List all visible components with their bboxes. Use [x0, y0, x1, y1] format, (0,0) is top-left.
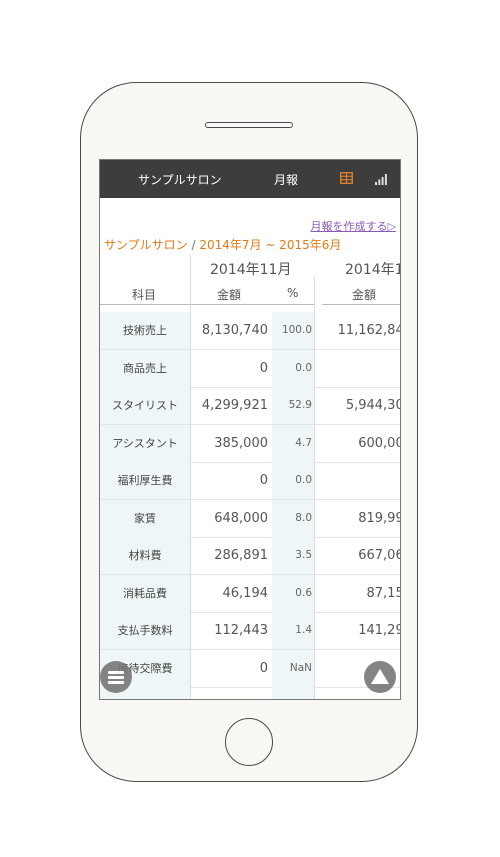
table-row: 福利厚生費 0 0.0 0 [100, 462, 400, 500]
table-row: 家賃 648,000 8.0 819,990 [100, 499, 400, 538]
amount-cell: 112,443 [214, 623, 268, 638]
percent-cell: 3.5 [295, 549, 312, 561]
item-column-header: 科目 [132, 288, 157, 302]
percent-cell-bg [272, 687, 314, 699]
percent-cell: 100.0 [281, 324, 312, 336]
amount-cell: 8,130,740 [201, 323, 268, 338]
amount-cell-2: 11,162,844 [337, 323, 400, 338]
percent-cell-bg [272, 349, 314, 387]
amount-cell: 286,891 [214, 548, 268, 563]
percent-cell: 0.0 [295, 474, 312, 486]
percent-cell-bg [272, 312, 314, 349]
amount-cell: 385,000 [214, 435, 268, 451]
table-row: スタイリスト 4,299,921 52.9 5,944,308 [100, 387, 400, 425]
table-row: 消耗品費 46,194 0.6 87,152 [100, 574, 401, 613]
amount-cell: 0 [259, 473, 268, 488]
scroll-top-button[interactable] [364, 661, 396, 693]
amount-cell: 648,000 [214, 510, 268, 526]
percent-cell-bg [272, 612, 314, 649]
percent-cell: NaN [289, 661, 312, 674]
period-separator: / [187, 238, 200, 252]
percent-cell-bg [272, 649, 314, 687]
percent-column-header: % [287, 286, 299, 300]
row-label: 支払手数料 [100, 612, 190, 649]
row-label: アシスタント [100, 424, 190, 462]
row-label: 家賃 [100, 499, 190, 537]
percent-cell: 0.0 [295, 361, 312, 374]
salon-name: サンプルサロン [138, 173, 222, 187]
column-divider [190, 255, 191, 699]
header-divider [100, 304, 314, 305]
percent-cell-bg [272, 537, 314, 574]
table-row: 接待交際費0NaN0 [100, 649, 400, 688]
create-report-link[interactable]: 月報を作成する▷ [310, 220, 396, 233]
percent-cell-bg [272, 424, 314, 462]
period-range: 2014年7月 ~ 2015年6月 [199, 238, 342, 252]
row-label: 福利厚生費 [100, 462, 190, 499]
grid-icon[interactable] [340, 172, 353, 184]
row-label: 消耗品費 [100, 574, 190, 612]
table-row: 商品売上 0 0.0 0 [100, 349, 400, 388]
table-row: 支払手数料 112,443 1.4 141,290 [100, 612, 400, 650]
amount-column-header: 金額 [217, 288, 242, 302]
percent-cell-bg [272, 387, 314, 424]
row-label: 技術売上 [100, 312, 190, 349]
percent-cell-bg [272, 574, 314, 612]
bar-chart-icon[interactable] [375, 174, 387, 185]
row-label: スタイリスト [100, 387, 190, 424]
amount-cell-2: 667,062 [358, 548, 400, 563]
month-header-2: 2014年1 [345, 262, 400, 278]
table-row: 材料費 286,891 3.5 667,062 [100, 537, 400, 575]
amount-cell-2: 0 [322, 462, 400, 499]
top-bar: サンプルサロン 月報 [100, 160, 400, 198]
table-row: アシスタント 385,000 4.7 600,000 [100, 424, 400, 463]
amount-cell-2: 0 [322, 350, 400, 387]
amount-cell-2: 87,152 [366, 585, 401, 601]
amount-cell-2: 5,944,308 [345, 398, 400, 413]
period-heading: サンプルサロン / 2014年7月 ~ 2015年6月 [104, 236, 341, 253]
percent-cell: 8.0 [295, 511, 312, 524]
table-row: 技術売上 8,130,740 100.0 11,162,844 [100, 312, 400, 350]
percent-cell: 1.5 [270, 687, 312, 699]
percent-cell: 1.4 [295, 624, 312, 636]
month-header-1: 2014年11月 [210, 262, 292, 278]
percent-cell-bg [272, 462, 314, 499]
column-divider [314, 277, 315, 699]
percent-cell: 4.7 [295, 436, 312, 449]
app-screen: サンプルサロン 月報 月報を作成する▷ サンプルサロン / 2014年7月 ~ … [99, 159, 401, 700]
percent-cell: 0.6 [295, 586, 312, 599]
amount-cell: 4,299,921 [201, 398, 268, 413]
amount-cell: 0 [259, 660, 268, 676]
menu-icon [108, 671, 124, 674]
amount-cell: 0 [259, 360, 268, 376]
menu-button[interactable] [100, 661, 132, 693]
table-row: 水道光熱費122,3101.5230,062 [100, 687, 400, 699]
arrow-up-icon [371, 669, 389, 684]
period-salon: サンプルサロン [104, 238, 188, 252]
home-button[interactable] [225, 718, 273, 766]
report-title: 月報 [274, 173, 299, 187]
amount-column-header-2: 金額 [352, 288, 377, 302]
phone-speaker [205, 122, 293, 128]
amount-cell-2: 819,990 [358, 510, 400, 526]
amount-cell-2: 230,062 [322, 687, 400, 699]
amount-cell-2: 141,290 [358, 623, 400, 638]
amount-cell: 46,194 [222, 585, 269, 601]
percent-cell-bg [272, 499, 314, 537]
amount-cell: 122,310 [192, 687, 268, 699]
row-label: 商品売上 [100, 349, 190, 387]
amount-cell-2: 600,000 [358, 435, 400, 451]
row-label: 材料費 [100, 537, 190, 574]
header-divider-2 [322, 304, 400, 305]
percent-cell: 52.9 [288, 399, 312, 411]
